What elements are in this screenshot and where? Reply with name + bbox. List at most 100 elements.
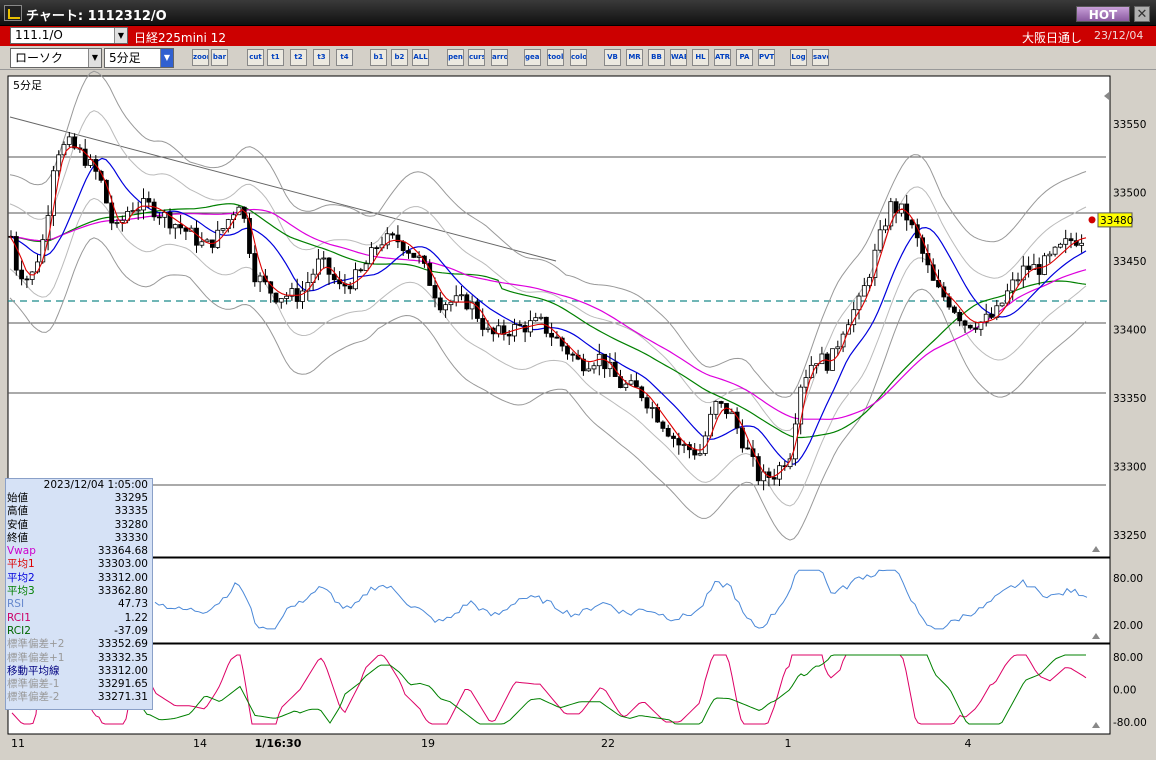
candle-up [883,225,888,231]
x-axis-label: 11 [11,737,25,750]
toolbar-t1-icon[interactable]: t1 [267,49,284,66]
timeframe-select[interactable]: 5分足 ▼ [104,48,174,68]
candle-down [676,438,682,446]
toolbar-b2-icon[interactable]: b2 [391,49,408,66]
close-button[interactable]: ✕ [1134,6,1150,22]
candle-down [156,216,162,219]
toolbar-all-icon[interactable]: ALL [412,49,429,66]
candle-down [82,148,88,166]
candle-up [861,285,867,297]
candle-down [522,325,528,333]
candle-down [480,318,486,330]
candle-down [326,257,332,275]
candle-down [570,353,576,356]
candle-up [533,317,539,322]
toolbar-wae-icon[interactable]: WAE [670,49,687,66]
toolbar-pvt-icon[interactable]: PVT [758,49,775,66]
chevron-down-icon[interactable]: ▼ [114,28,127,43]
toolbar-t4-icon[interactable]: t4 [336,49,353,66]
data-panel-label: 高値 [7,505,28,518]
toolbar-b1-icon[interactable]: b1 [370,49,387,66]
candle-up [793,423,798,460]
data-panel-value: 33291.65 [97,678,148,691]
chevron-down-icon[interactable]: ▼ [88,49,101,67]
price-axis-label: 33450 [1113,256,1146,268]
chart-canvas[interactable]: 33550 33500 33450 33400 33350 33300 33250 5分足 33… [0,70,1156,760]
toolbar-cut-icon[interactable]: cut [247,49,264,66]
candle-up [697,453,703,456]
toolbar-tool-icon[interactable]: tool [547,49,564,66]
data-panel-label: 移動平均線 [7,664,60,677]
candle-up [803,377,809,388]
rsi-panel [7,557,1111,644]
title-bar[interactable]: チャート: 1112312/O HOT ✕ [0,0,1156,26]
candle-down [151,201,157,218]
candle-down [565,345,570,355]
data-panel-label: RCI1 [7,611,31,624]
candle-up [999,302,1005,307]
candle-down [490,327,496,335]
candle-down [745,447,751,450]
toolbar-mr-icon[interactable]: MR [626,49,643,66]
rsi-axis-label: 20.00 [1113,620,1143,632]
toolbar-cursor-icon[interactable]: cursor [468,49,485,66]
toolbar-zoom-icon[interactable]: zoom [192,49,209,66]
bollinger-lower1-line [9,197,1087,507]
chart-area[interactable]: 33550 33500 33450 33400 33350 33300 33250 5分足 33… [0,70,1156,760]
toolbar-save-icon[interactable]: save [812,49,829,66]
candle-up [485,327,491,330]
candle-up [628,380,634,385]
toolbar-t2-icon[interactable]: t2 [290,49,307,66]
symbol-select[interactable]: 111.1/O ▼ [10,27,128,44]
bollinger-upper2-line [9,70,1087,398]
toolbar-vb-icon[interactable]: VB [604,49,621,66]
price-panel [7,75,1111,558]
candle-up [257,275,263,283]
toolbar-bar-icon[interactable]: bar [211,49,228,66]
candle-down [437,297,443,311]
price-axis-label: 33250 [1113,530,1146,542]
toolbar-log-icon[interactable]: Log [790,49,807,66]
toolbar-bb-icon[interactable]: BB [648,49,665,66]
candle-up [35,261,40,273]
data-panel-value: 1.22 [124,611,148,624]
price-axis-label: 33550 [1113,119,1146,131]
toolbar-t3-icon[interactable]: t3 [313,49,330,66]
chart-type-value: ローソク [15,51,64,65]
chevron-down-icon[interactable]: ▼ [160,49,173,67]
toolbar-pa-icon[interactable]: PA [736,49,753,66]
toolbar-color-icon[interactable]: color [570,49,587,66]
chart-type-select[interactable]: ローソク ▼ [10,48,102,68]
candle-up [114,222,120,224]
rci-axis-label: -80.00 [1113,717,1147,729]
toolbar-hl-icon[interactable]: HL [692,49,709,66]
candle-down [925,253,931,266]
price-axis-label: 33500 [1113,188,1146,200]
candle-up [448,301,454,306]
data-panel-label: 平均2 [7,571,35,584]
hot-button[interactable]: HOT [1076,6,1130,22]
candle-down [740,427,745,449]
toolbar-arrow-icon[interactable]: arrow [491,49,508,66]
candle-up [172,224,178,229]
candle-up [835,346,841,350]
candle-up [702,435,708,454]
x-axis-label: 1 [785,737,792,750]
candle-down [957,311,963,322]
candle-up [215,229,221,248]
candle-down [167,211,173,229]
session-label: 大阪日通し [1022,31,1083,45]
data-panel-label: 終値 [7,531,28,544]
candle-down [554,336,560,339]
candle-down [72,136,77,149]
candle-down [665,427,671,437]
x-axis-label: 22 [601,737,615,750]
instrument-name: 日経225mini 12 [134,31,226,45]
candle-up [856,295,862,311]
toolbar-atr-icon[interactable]: ATR [714,49,731,66]
candle-up [872,249,878,278]
candle-up [284,295,290,299]
toolbar-gear-icon[interactable]: gear [524,49,541,66]
candle-up [220,228,226,231]
toolbar-pen-icon[interactable]: pen [447,49,464,66]
